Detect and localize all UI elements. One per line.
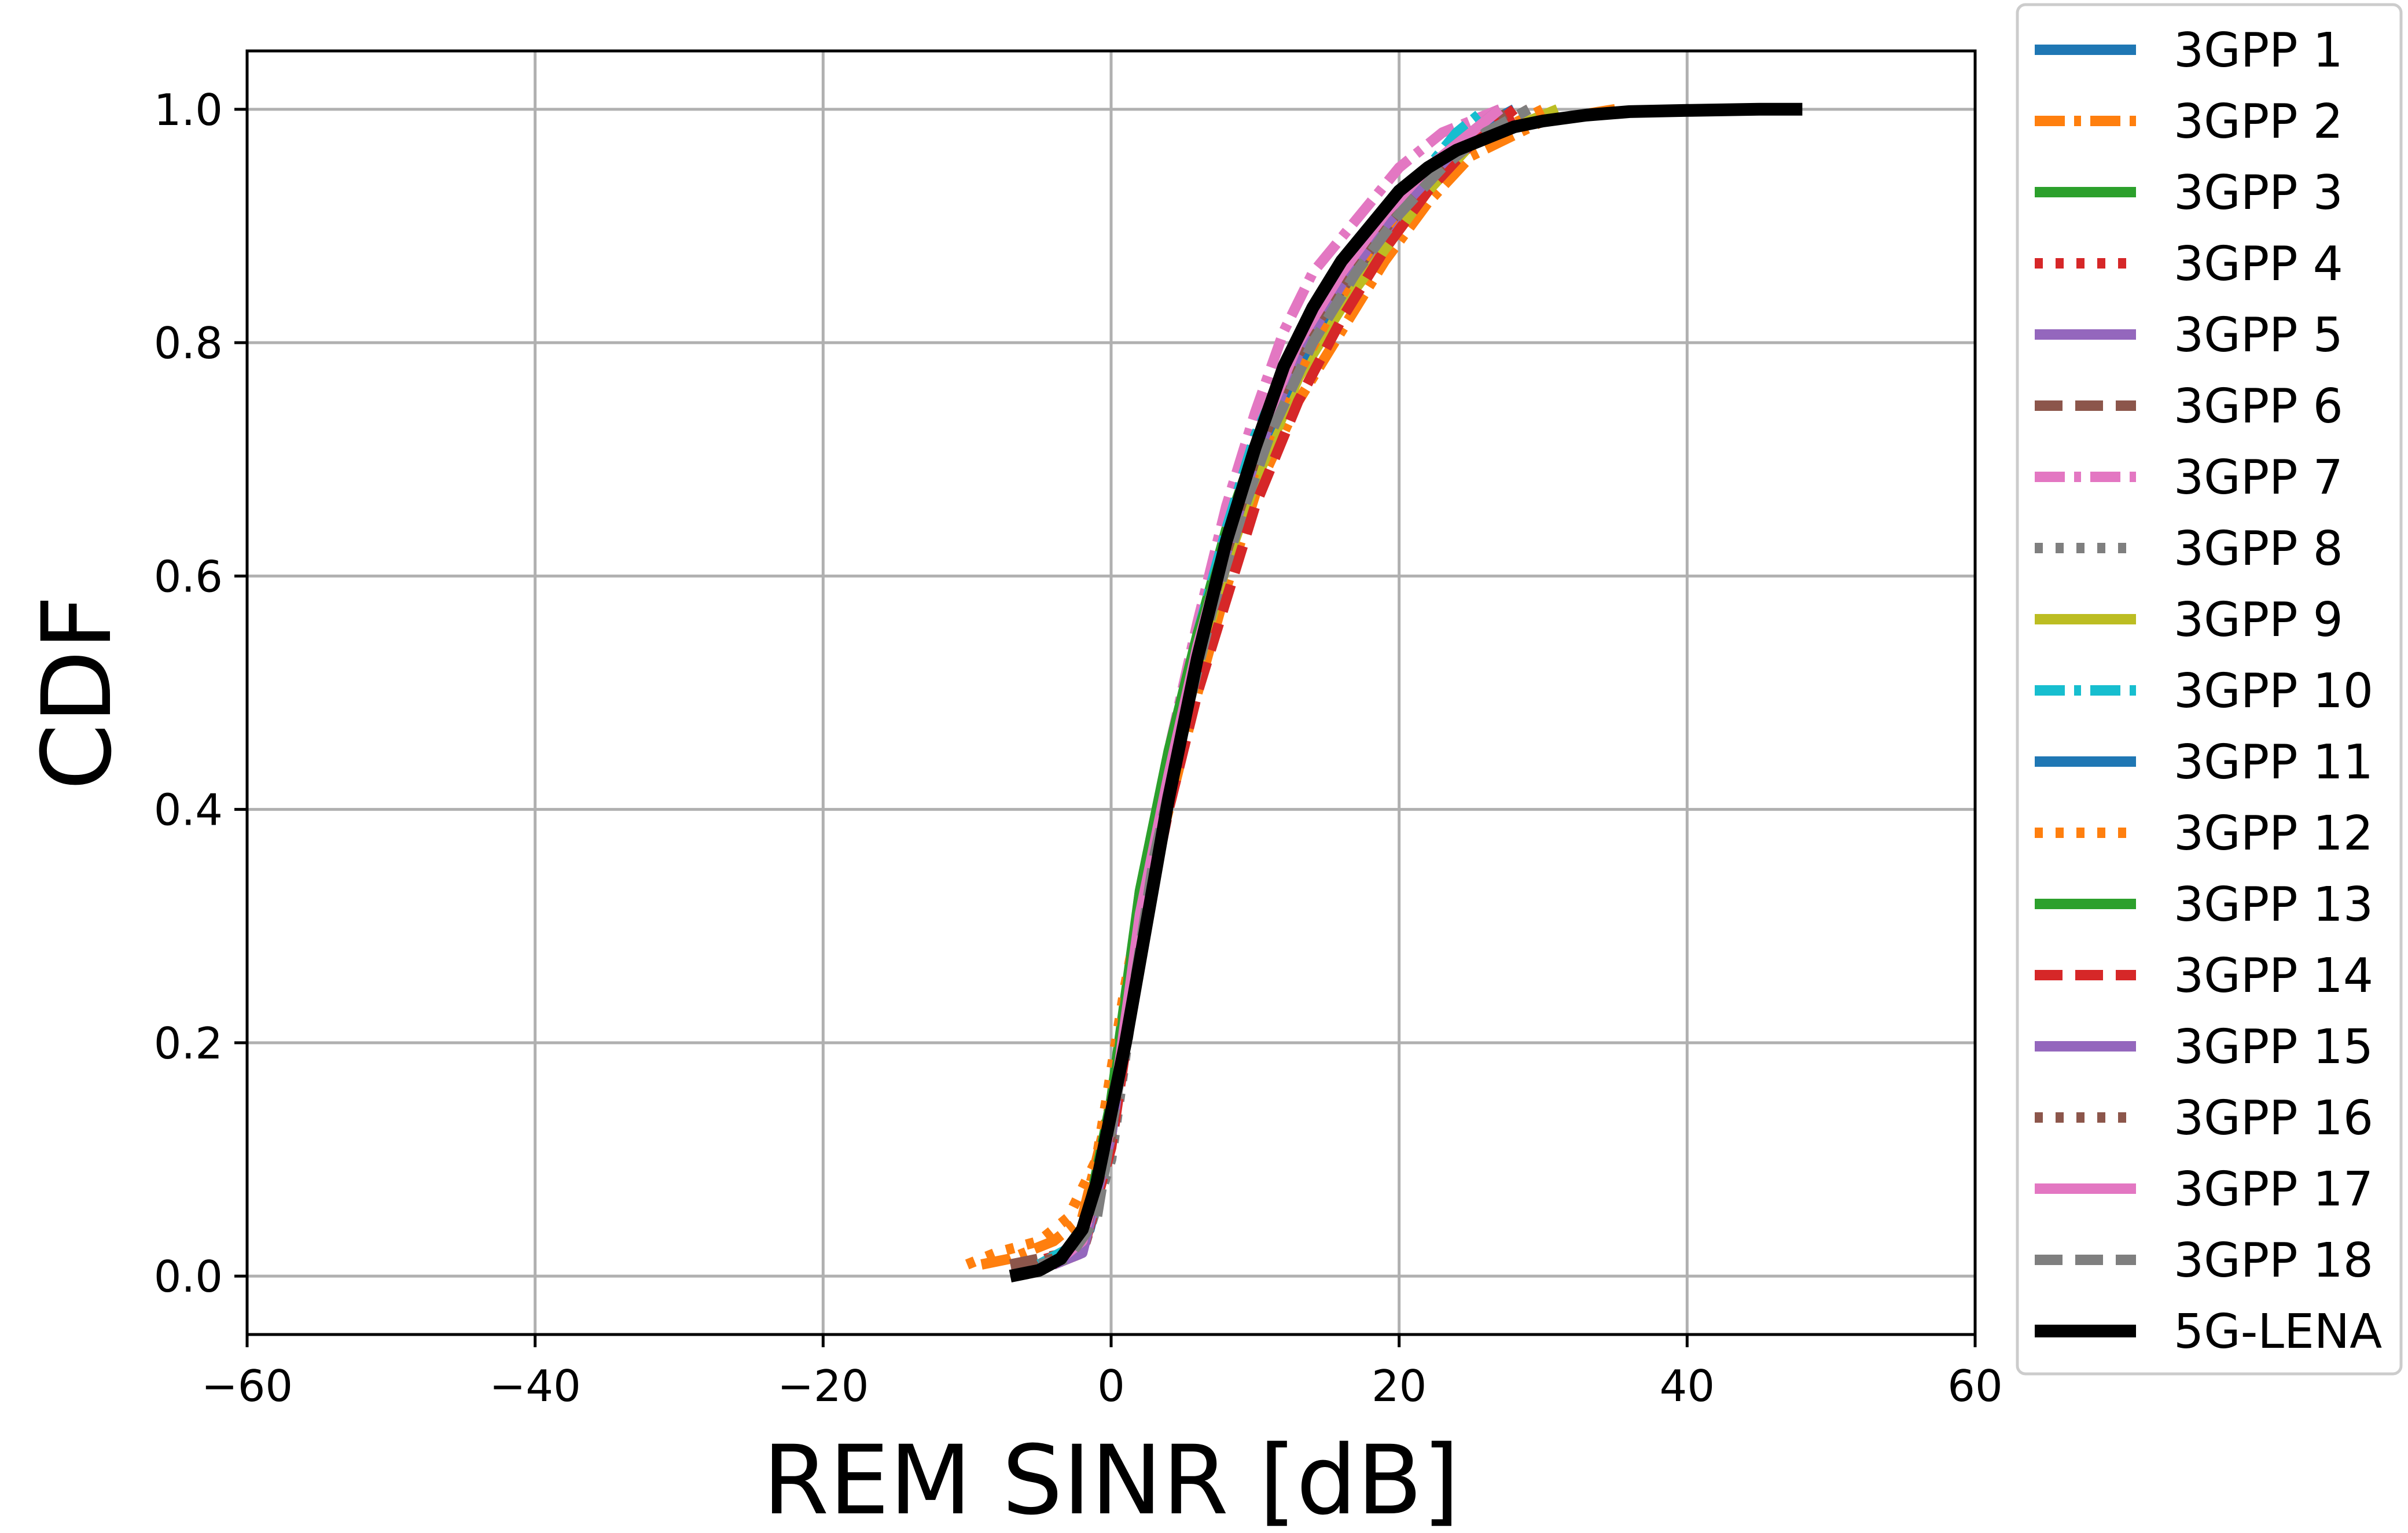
legend-label: 3GPP 18: [2174, 1233, 2373, 1288]
legend-label: 3GPP 3: [2174, 166, 2343, 220]
legend-label: 3GPP 2: [2174, 94, 2343, 149]
legend-label: 3GPP 12: [2174, 806, 2373, 861]
x-tick-label: 20: [1372, 1361, 1427, 1411]
y-tick-label: 0.4: [154, 785, 223, 836]
x-tick-label: −60: [201, 1361, 293, 1411]
x-axis-title: REM SINR [dB]: [763, 1425, 1459, 1533]
legend-label: 3GPP 15: [2174, 1020, 2373, 1075]
legend: 3GPP 1 3GPP 2 3GPP 3 3GPP 4 3GPP 5 3GPP 6 3GPP…: [2016, 3, 2403, 1376]
series-line-5g-lena: [1009, 102, 1803, 1282]
legend-label: 3GPP 6: [2174, 379, 2343, 434]
legend-label: 3GPP 14: [2174, 949, 2373, 1003]
legend-label: 3GPP 17: [2174, 1162, 2373, 1217]
y-axis-ticks: 0.0 0.2 0.4 0.6 0.8 1.0: [154, 84, 247, 1302]
y-tick-label: 1.0: [154, 84, 223, 135]
x-tick-label: −20: [777, 1361, 869, 1411]
legend-box: [2016, 3, 2403, 1376]
y-tick-label: 0.8: [154, 318, 223, 369]
y-tick-label: 0.6: [154, 551, 223, 602]
series-line-3gpp-2: [980, 104, 1616, 1270]
legend-label: 3GPP 9: [2174, 593, 2343, 648]
grid-lines: [245, 51, 1977, 1335]
x-tick-label: −40: [490, 1361, 581, 1411]
y-tick-label: 0.0: [154, 1251, 223, 1302]
legend-label: 5G-LENA: [2174, 1304, 2382, 1359]
legend-label: 3GPP 16: [2174, 1091, 2373, 1146]
legend-label: 3GPP 13: [2174, 877, 2373, 932]
x-axis-ticks: −60 −40 −20 0 20 40 60: [201, 1335, 2003, 1411]
series-lines: [965, 102, 1803, 1282]
legend-label: 3GPP 11: [2174, 735, 2373, 790]
legend-label: 3GPP 8: [2174, 521, 2343, 576]
x-tick-label: 40: [1660, 1361, 1715, 1411]
legend-label: 3GPP 5: [2174, 308, 2343, 363]
y-tick-label: 0.2: [154, 1018, 223, 1069]
legend-label: 3GPP 7: [2174, 450, 2343, 505]
x-tick-label: 0: [1097, 1361, 1125, 1411]
plot-area: [965, 102, 1803, 1282]
legend-label: 3GPP 10: [2174, 664, 2373, 719]
legend-label: 3GPP 4: [2174, 237, 2343, 292]
y-axis-title: CDF: [21, 595, 133, 790]
legend-label: 3GPP 1: [2174, 23, 2343, 78]
x-tick-label: 60: [1947, 1361, 2002, 1411]
